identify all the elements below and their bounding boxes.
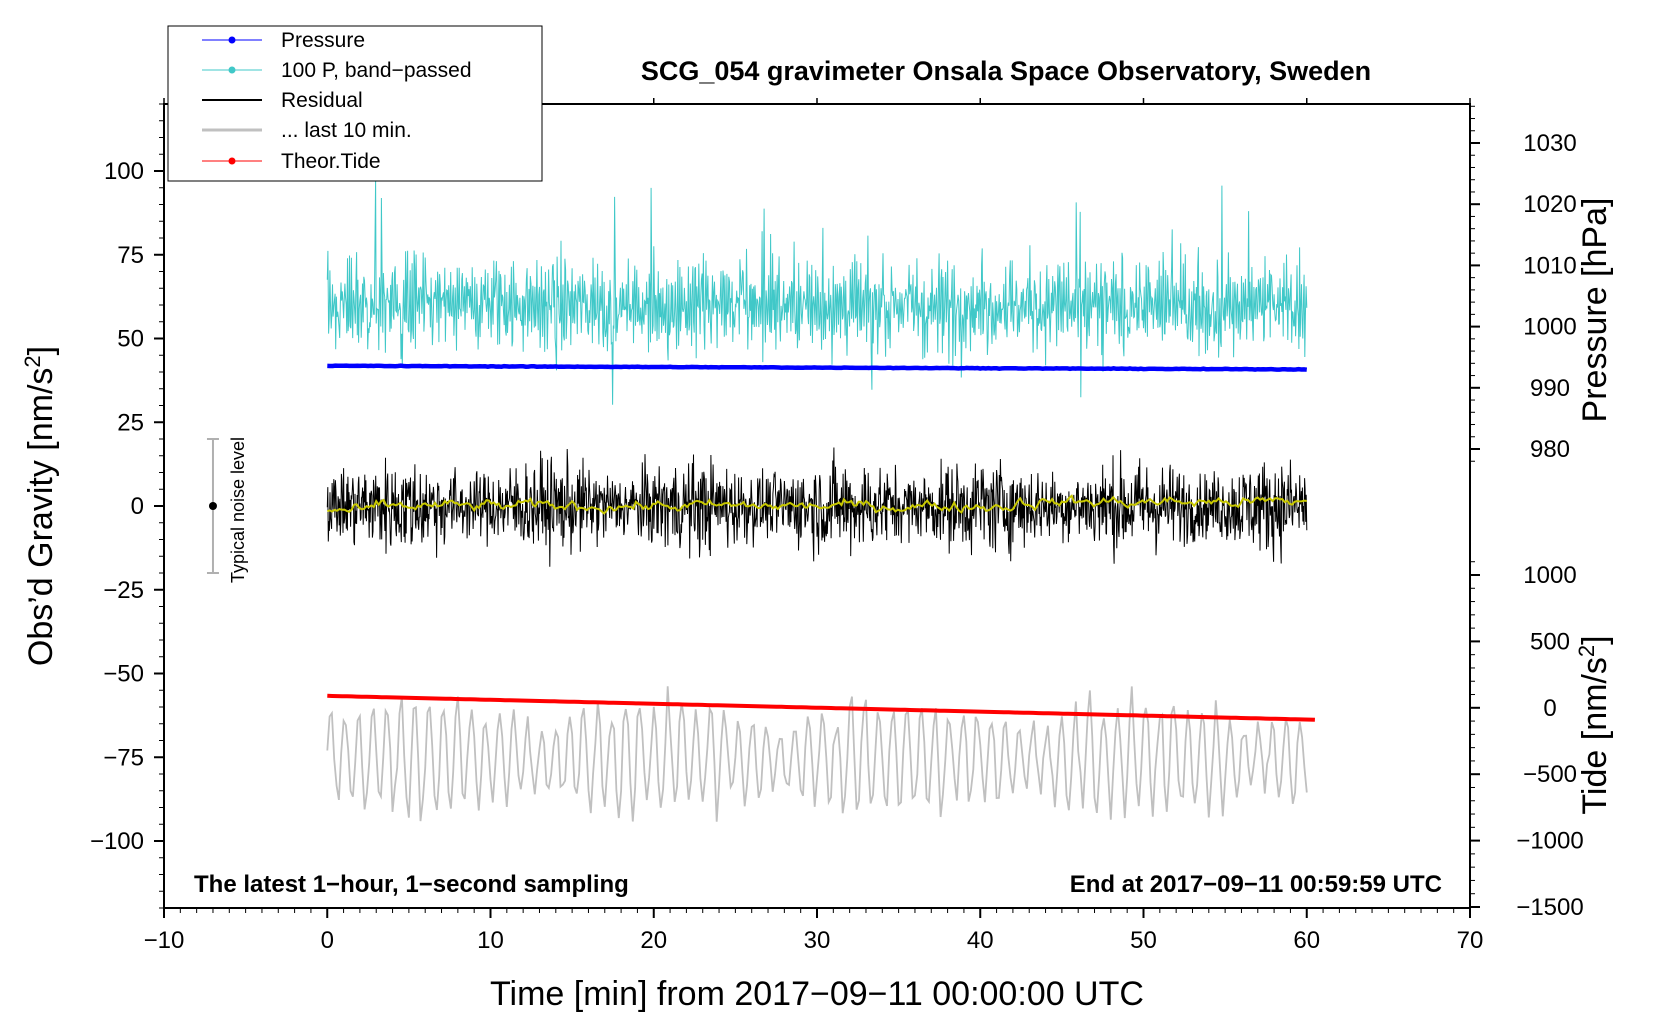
x-tick-label: 30 (804, 927, 831, 954)
x-axis-title: Time [min] from 2017−09−11 00:00:00 UTC (490, 975, 1144, 1013)
x-tick-label: 70 (1457, 927, 1484, 954)
x-tick-label: 50 (1130, 927, 1157, 954)
left-axis-title: Obs’d Gravity [nm/s2] (20, 346, 60, 666)
legend-label-band-passed: 100 P, band−passed (281, 59, 472, 82)
x-axis: −10 0 10 20 30 40 50 60 70 (144, 98, 1484, 954)
legend-label-last-10-min: ... last 10 min. (281, 119, 412, 142)
left-axis-title-sup: 2 (20, 355, 45, 367)
pressure-tick-label: 1010 (1523, 252, 1576, 279)
pressure-tick-label: 1000 (1523, 314, 1576, 341)
noise-center-dot (208, 502, 217, 510)
pressure-axis: 980 990 1000 1010 1020 1030 (1470, 105, 1577, 463)
legend: Pressure 100 P, band−passed Residual ...… (167, 25, 543, 182)
legend-marker-band-passed (228, 66, 236, 74)
pressure-tick-label: 1030 (1523, 130, 1576, 157)
series-residual (326, 447, 1308, 567)
noise-indicator-label: Typical noise level (228, 437, 248, 583)
left-tick-label: 100 (104, 158, 144, 185)
tide-axis-title: Tide [nm/s2] (1574, 635, 1614, 814)
legend-entry-band-passed: 100 P, band−passed (202, 59, 472, 82)
left-tick-label: −75 (103, 744, 144, 771)
left-axis-title-end: ] (22, 346, 60, 355)
annotation-bottom-left: The latest 1−hour, 1−second sampling (194, 871, 629, 898)
tide-axis-title-main: Tide [nm/s (1576, 657, 1614, 814)
series-layer (326, 177, 1315, 822)
legend-label-residual: Residual (281, 89, 363, 112)
legend-entry-theor-tide: Theor.Tide (202, 150, 381, 173)
x-tick-label: 0 (321, 927, 334, 954)
series-pressure (327, 363, 1308, 372)
x-tick-label: 10 (477, 927, 504, 954)
tide-tick-label: 500 (1530, 628, 1570, 655)
series-theor-tide (327, 693, 1315, 722)
legend-label-theor-tide: Theor.Tide (281, 150, 381, 173)
annotation-bottom-right: End at 2017−09−11 00:59:59 UTC (1070, 871, 1442, 898)
legend-marker-theor-tide (228, 157, 236, 165)
left-tick-label: −50 (103, 661, 144, 688)
left-tick-label: −100 (90, 828, 144, 855)
x-tick-label: 20 (640, 927, 667, 954)
left-axis-title-main: Obs’d Gravity [nm/s (22, 368, 60, 667)
tide-axis-title-end: ] (1576, 635, 1614, 644)
series-last-10-min (326, 686, 1308, 822)
left-tick-label: −25 (103, 577, 144, 604)
x-tick-label: 40 (967, 927, 994, 954)
legend-entry-pressure: Pressure (202, 29, 365, 52)
pressure-tick-label: 1020 (1523, 191, 1576, 218)
left-tick-label: 0 (131, 493, 144, 520)
left-tick-label: 75 (117, 242, 144, 269)
pressure-tick-label: 990 (1530, 375, 1570, 402)
x-tick-label: 60 (1293, 927, 1320, 954)
tide-tick-label: 0 (1543, 695, 1556, 722)
pressure-tick-label: 980 (1530, 436, 1570, 463)
legend-box (167, 25, 543, 182)
tide-tick-label: 1000 (1523, 562, 1576, 589)
tide-tick-label: −1500 (1516, 894, 1583, 921)
tide-tick-label: −1000 (1516, 828, 1583, 855)
tide-tick-label: −500 (1523, 761, 1577, 788)
tide-axis: −1500 −1000 −500 0 500 1000 (1470, 561, 1584, 921)
legend-marker-pressure (228, 36, 236, 44)
x-tick-label: −10 (144, 927, 185, 954)
chart-title: SCG_054 gravimeter Onsala Space Observat… (641, 56, 1371, 86)
legend-entry-last-10-min: ... last 10 min. (202, 119, 412, 142)
left-axis: −100 −75 −50 −25 0 25 50 75 100 (90, 103, 164, 909)
pressure-axis-title: Pressure [hPa] (1576, 198, 1614, 423)
series-residual-smoothed (326, 494, 1307, 515)
legend-label-pressure: Pressure (281, 29, 365, 52)
left-tick-label: 25 (117, 409, 144, 436)
tide-axis-title-sup: 2 (1574, 645, 1599, 657)
noise-indicator: Typical noise level (206, 437, 248, 583)
series-band-passed (326, 177, 1308, 405)
left-tick-label: 50 (117, 326, 144, 353)
legend-entry-residual: Residual (202, 89, 363, 112)
